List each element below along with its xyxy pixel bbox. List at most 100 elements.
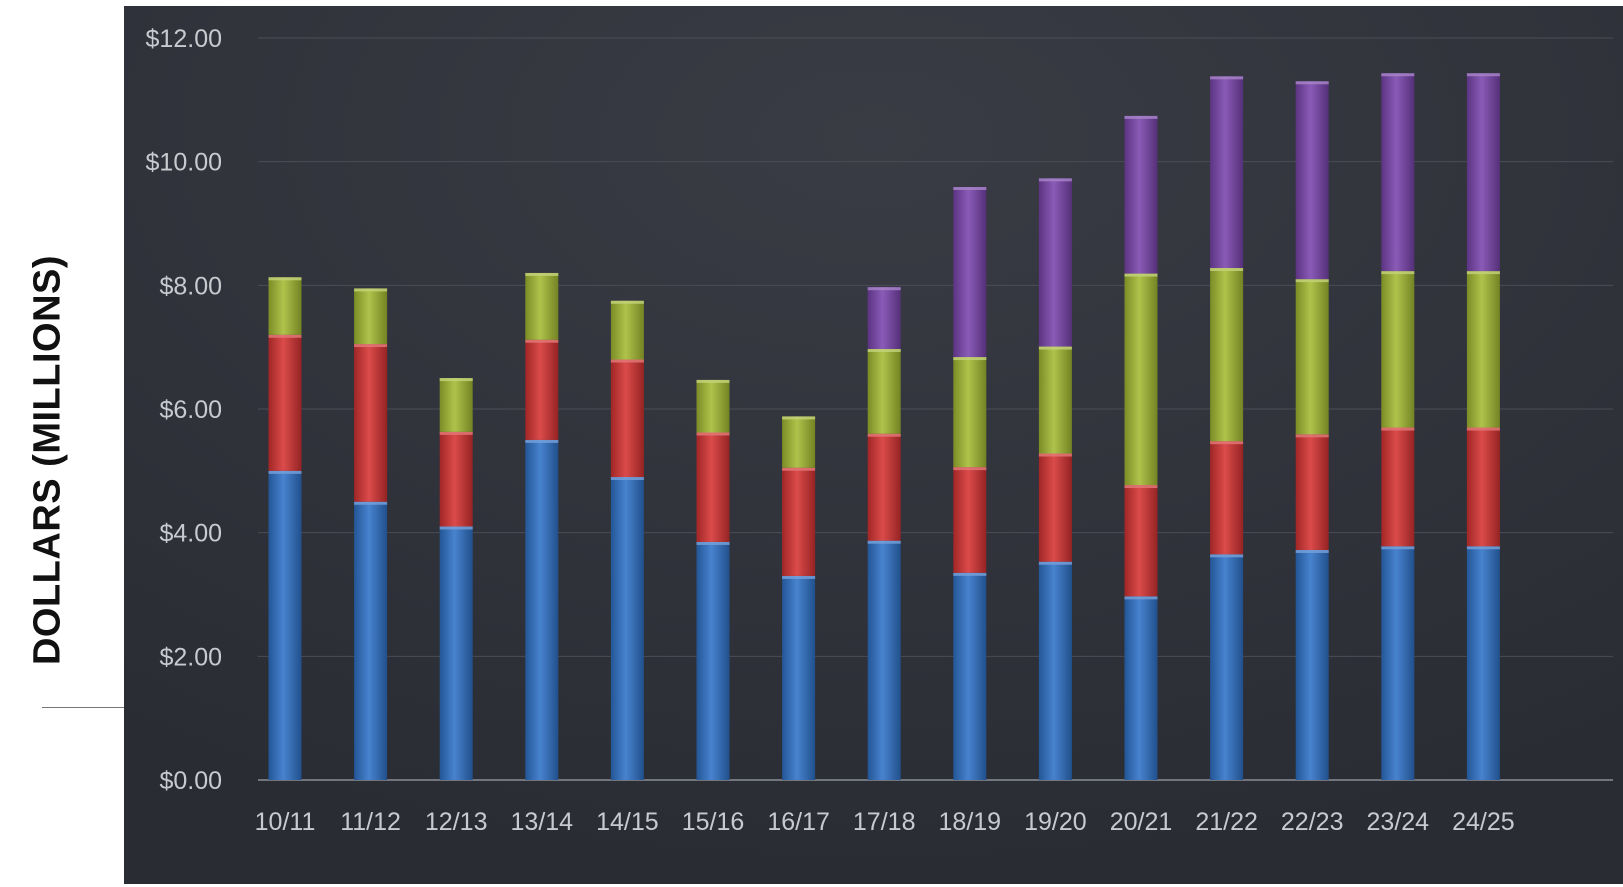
bar-segment-highlight: [354, 501, 388, 505]
x-tick-label: 24/25: [1452, 808, 1515, 836]
bar-segment-highlight: [696, 432, 730, 436]
bar-segment-18-19-s2: [953, 467, 987, 573]
bar-segment-13-14-s3: [525, 272, 559, 340]
y-axis-title-rule: [42, 707, 124, 708]
bar-segment-highlight: [867, 349, 901, 353]
bar-segment-18-19-s1: [953, 572, 987, 780]
y-tick-label: $2.00: [159, 643, 222, 671]
bar-segment-17-18-s2: [867, 433, 901, 541]
bar-segment-21-22-s3: [1210, 268, 1244, 442]
bar-segment-13-14-s1: [525, 439, 559, 780]
bar-segment-19-20-s3: [1038, 346, 1072, 454]
bar-segment-highlight: [439, 526, 473, 530]
bar-segment-22-23-s1: [1295, 549, 1329, 780]
bar-segment-highlight: [1210, 441, 1244, 445]
bar-segment-highlight: [610, 300, 644, 304]
bar-segment-23-24-s2: [1381, 427, 1415, 547]
bar-segment-23-24-s4: [1381, 73, 1415, 272]
bar-segment-highlight: [953, 187, 987, 191]
bar-segment-highlight: [268, 470, 302, 474]
bar-segment-highlight: [867, 433, 901, 437]
y-tick-label: $6.00: [159, 396, 222, 424]
bar-segment-highlight: [439, 431, 473, 435]
bar-segment-24-25-s2: [1466, 427, 1500, 547]
bar-segment-highlight: [1295, 434, 1329, 438]
bar-segment-23-24-s3: [1381, 271, 1415, 428]
bar-segment-21-22-s2: [1210, 441, 1244, 555]
bar-segment-highlight: [782, 467, 816, 471]
bar-segment-23-24-s1: [1381, 546, 1415, 780]
bar-segment-16-17-s2: [782, 467, 816, 576]
bar-segment-11-12-s3: [354, 288, 388, 345]
bar-segment-highlight: [782, 416, 816, 420]
bar-segment-14-15-s1: [610, 477, 644, 780]
x-tick-label: 16/17: [767, 808, 830, 836]
bar-segment-21-22-s4: [1210, 76, 1244, 269]
bar-segment-highlight: [525, 339, 559, 343]
x-tick-label: 10/11: [255, 808, 316, 836]
y-tick-label: $0.00: [159, 767, 222, 795]
bar-segment-10-11-s3: [268, 277, 302, 335]
bar-segment-17-18-s1: [867, 540, 901, 780]
bar-segment-22-23-s4: [1295, 81, 1329, 280]
bar-segment-19-20-s4: [1038, 178, 1072, 347]
bar-segment-12-13-s3: [439, 378, 473, 432]
bar-segment-highlight: [268, 334, 302, 338]
bar-segment-highlight: [1295, 279, 1329, 283]
bar-segment-highlight: [782, 575, 816, 579]
bar-segment-highlight: [1210, 268, 1244, 272]
bar-segment-highlight: [439, 378, 473, 382]
bar-segment-highlight: [1124, 485, 1158, 489]
bar-segment-16-17-s1: [782, 575, 816, 780]
bar-segment-19-20-s2: [1038, 453, 1072, 562]
bar-segment-22-23-s2: [1295, 434, 1329, 550]
bar-segment-highlight: [354, 288, 388, 292]
bar-segment-12-13-s1: [439, 526, 473, 780]
bar-segment-highlight: [1038, 178, 1072, 182]
bar-segment-24-25-s4: [1466, 73, 1500, 272]
bar-segment-highlight: [1295, 549, 1329, 553]
bar-segment-20-21-s3: [1124, 273, 1158, 486]
bar-segment-22-23-s3: [1295, 279, 1329, 435]
bar-segment-20-21-s2: [1124, 485, 1158, 597]
x-tick-label: 17/18: [853, 808, 916, 836]
bar-segment-highlight: [1038, 561, 1072, 565]
bar-segment-20-21-s1: [1124, 596, 1158, 780]
bar-segment-10-11-s1: [268, 470, 302, 780]
bar-segment-highlight: [525, 439, 559, 443]
bar-segment-24-25-s3: [1466, 271, 1500, 428]
bar-segment-21-22-s1: [1210, 554, 1244, 780]
bar-segment-14-15-s3: [610, 300, 644, 360]
bar-segment-10-11-s2: [268, 334, 302, 471]
y-tick-label: $10.00: [146, 149, 222, 177]
bar-segment-15-16-s3: [696, 379, 730, 433]
bar-segment-highlight: [696, 541, 730, 545]
x-tick-label: 12/13: [425, 808, 488, 836]
x-tick-label: 18/19: [939, 808, 1002, 836]
bar-segment-highlight: [1038, 453, 1072, 457]
y-tick-label: $4.00: [159, 520, 222, 548]
bar-segment-highlight: [953, 357, 987, 361]
bar-segment-19-20-s1: [1038, 561, 1072, 780]
x-tick-label: 15/16: [682, 808, 745, 836]
bar-segment-highlight: [867, 287, 901, 291]
bar-segment-highlight: [1466, 73, 1500, 77]
bar-segment-11-12-s1: [354, 501, 388, 780]
bar-segment-highlight: [1124, 596, 1158, 600]
bar-segment-24-25-s1: [1466, 546, 1500, 780]
bar-segment-17-18-s4: [867, 287, 901, 350]
bar-segment-highlight: [610, 477, 644, 481]
x-tick-label: 11/12: [340, 808, 401, 836]
bar-segment-highlight: [953, 467, 987, 471]
bar-segment-highlight: [867, 540, 901, 544]
bar-segment-14-15-s2: [610, 359, 644, 478]
bar-segment-highlight: [1466, 427, 1500, 431]
bar-segment-highlight: [1381, 427, 1415, 431]
y-tick-label: $8.00: [159, 272, 222, 300]
bar-segment-17-18-s3: [867, 349, 901, 434]
bar-segment-18-19-s4: [953, 187, 987, 358]
bar-segment-highlight: [1466, 546, 1500, 550]
bar-segment-highlight: [1295, 81, 1329, 85]
bar-segment-highlight: [1381, 546, 1415, 550]
